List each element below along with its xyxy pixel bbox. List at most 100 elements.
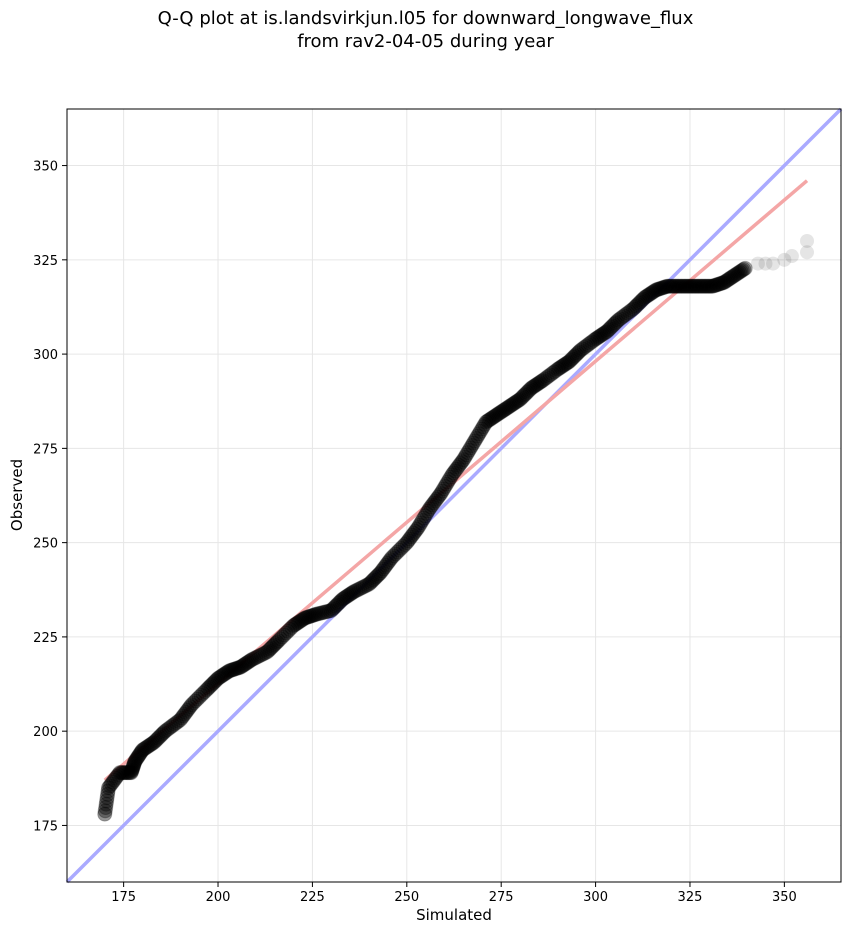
data-point (193, 687, 209, 703)
y-tick-label: 200 (33, 725, 58, 740)
reference-lines (65, 107, 843, 884)
data-point (214, 668, 230, 684)
data-point (692, 278, 708, 294)
data-point (297, 610, 313, 626)
outlier-point (97, 807, 112, 822)
data-point (539, 370, 555, 386)
data-point (168, 715, 184, 731)
data-point (207, 673, 223, 689)
data-point (551, 360, 567, 376)
data-point (241, 653, 257, 669)
data-point (560, 355, 576, 371)
data-point (600, 322, 616, 338)
data-point (607, 315, 623, 331)
data-point (550, 361, 566, 377)
data-point (706, 278, 722, 294)
data-point (361, 576, 377, 592)
data-point (243, 652, 259, 668)
data-point (572, 342, 588, 358)
data-point (295, 611, 311, 627)
data-point (662, 278, 678, 294)
data-point (119, 765, 135, 781)
data-point (461, 442, 477, 458)
data-point (101, 780, 117, 796)
data-point (436, 481, 452, 497)
data-point (665, 278, 681, 294)
data-point (165, 718, 181, 734)
y-tick-label: 175 (33, 819, 58, 834)
data-point (603, 319, 619, 335)
data-point (522, 381, 538, 397)
data-point (427, 493, 443, 509)
data-point (359, 577, 375, 593)
data-point (729, 266, 745, 282)
data-point (440, 474, 456, 490)
data-point (555, 357, 571, 373)
data-point (131, 748, 147, 764)
data-point (339, 588, 355, 604)
data-point (305, 607, 321, 623)
data-point (318, 604, 334, 620)
data-point (727, 267, 743, 283)
data-point (564, 351, 580, 367)
data-point (504, 397, 520, 413)
data-point (246, 651, 262, 667)
data-point (228, 660, 244, 676)
data-point (496, 402, 512, 418)
data-point (508, 394, 524, 410)
data-point (99, 793, 115, 809)
data-point (269, 634, 285, 650)
data-point (644, 285, 660, 301)
data-point (393, 540, 409, 556)
data-point (506, 395, 522, 411)
data-point (499, 400, 515, 416)
data-point (326, 600, 342, 616)
data-point (734, 262, 750, 278)
data-point (679, 278, 695, 294)
data-point (457, 449, 473, 465)
x-axis-label: Simulated (416, 906, 492, 924)
x-tick-label: 200 (206, 890, 231, 905)
data-point (124, 762, 140, 778)
data-point (609, 314, 625, 330)
data-point (599, 323, 615, 339)
y-tick-label: 225 (33, 631, 58, 646)
chart-title-line1: Q-Q plot at is.landsvirkjun.l05 for down… (157, 8, 694, 29)
outlier-point (800, 245, 815, 260)
data-point (328, 598, 344, 614)
data-point (518, 386, 534, 402)
data-point (102, 778, 118, 794)
data-point (664, 278, 680, 294)
data-point (464, 438, 480, 454)
data-point (693, 278, 709, 294)
data-point (109, 768, 125, 784)
data-point (700, 278, 716, 294)
data-point (675, 278, 691, 294)
data-point (475, 419, 491, 435)
data-point (426, 495, 442, 511)
data-point (450, 459, 466, 475)
data-point (717, 274, 733, 290)
data-point (378, 557, 394, 573)
data-point (402, 531, 418, 547)
data-point (414, 512, 430, 528)
data-point (237, 656, 253, 672)
data-point (668, 278, 684, 294)
data-point (533, 373, 549, 389)
data-point (278, 625, 294, 641)
data-point (301, 609, 317, 625)
data-point (409, 521, 425, 537)
data-point (606, 316, 622, 332)
data-point (345, 585, 361, 601)
data-point (353, 580, 369, 596)
data-point (336, 590, 352, 606)
outlier-point (750, 256, 765, 271)
data-point (672, 278, 688, 294)
data-point (448, 461, 464, 477)
data-point (100, 783, 116, 799)
data-point (723, 270, 739, 286)
data-point (127, 753, 143, 769)
x-tick-label: 350 (772, 890, 797, 905)
y-axis-label: Observed (8, 459, 26, 531)
data-point (97, 803, 113, 819)
